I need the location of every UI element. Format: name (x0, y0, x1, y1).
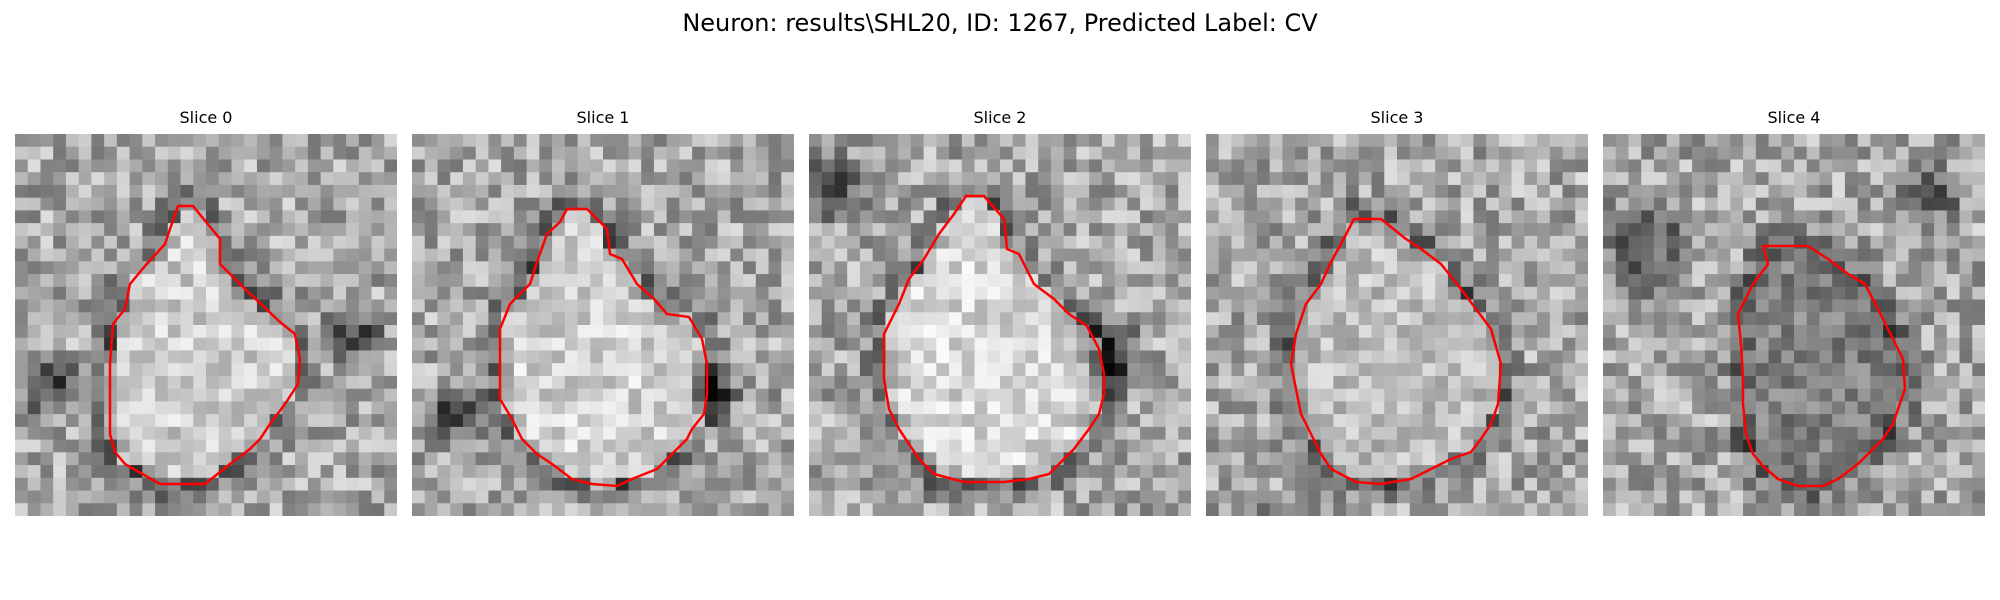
slice-title: Slice 3 (1370, 108, 1424, 127)
slice-panel-0: Slice 0 (15, 108, 397, 516)
slice-panel-4: Slice 4 (1603, 108, 1985, 516)
segmentation-contour (882, 194, 1106, 484)
slice-panel-2: Slice 2 (809, 108, 1191, 516)
microscopy-image-slice-0 (15, 134, 397, 516)
microscopy-image-slice-4 (1603, 134, 1985, 516)
segmentation-contour (1736, 244, 1907, 488)
microscopy-image-slice-2 (809, 134, 1191, 516)
slice-panel-1: Slice 1 (412, 108, 794, 516)
segmentation-contour (108, 204, 302, 486)
slice-title: Slice 0 (179, 108, 233, 127)
slice-panel-3: Slice 3 (1206, 108, 1588, 516)
microscopy-image-slice-1 (412, 134, 794, 516)
slice-title: Slice 2 (973, 108, 1027, 127)
slice-title: Slice 4 (1767, 108, 1821, 127)
microscopy-image-slice-3 (1206, 134, 1588, 516)
slice-title: Slice 1 (576, 108, 630, 127)
figure-title: Neuron: results\SHL20, ID: 1267, Predict… (682, 9, 1318, 37)
segmentation-contour (1289, 217, 1503, 486)
segmentation-contour (498, 207, 709, 488)
